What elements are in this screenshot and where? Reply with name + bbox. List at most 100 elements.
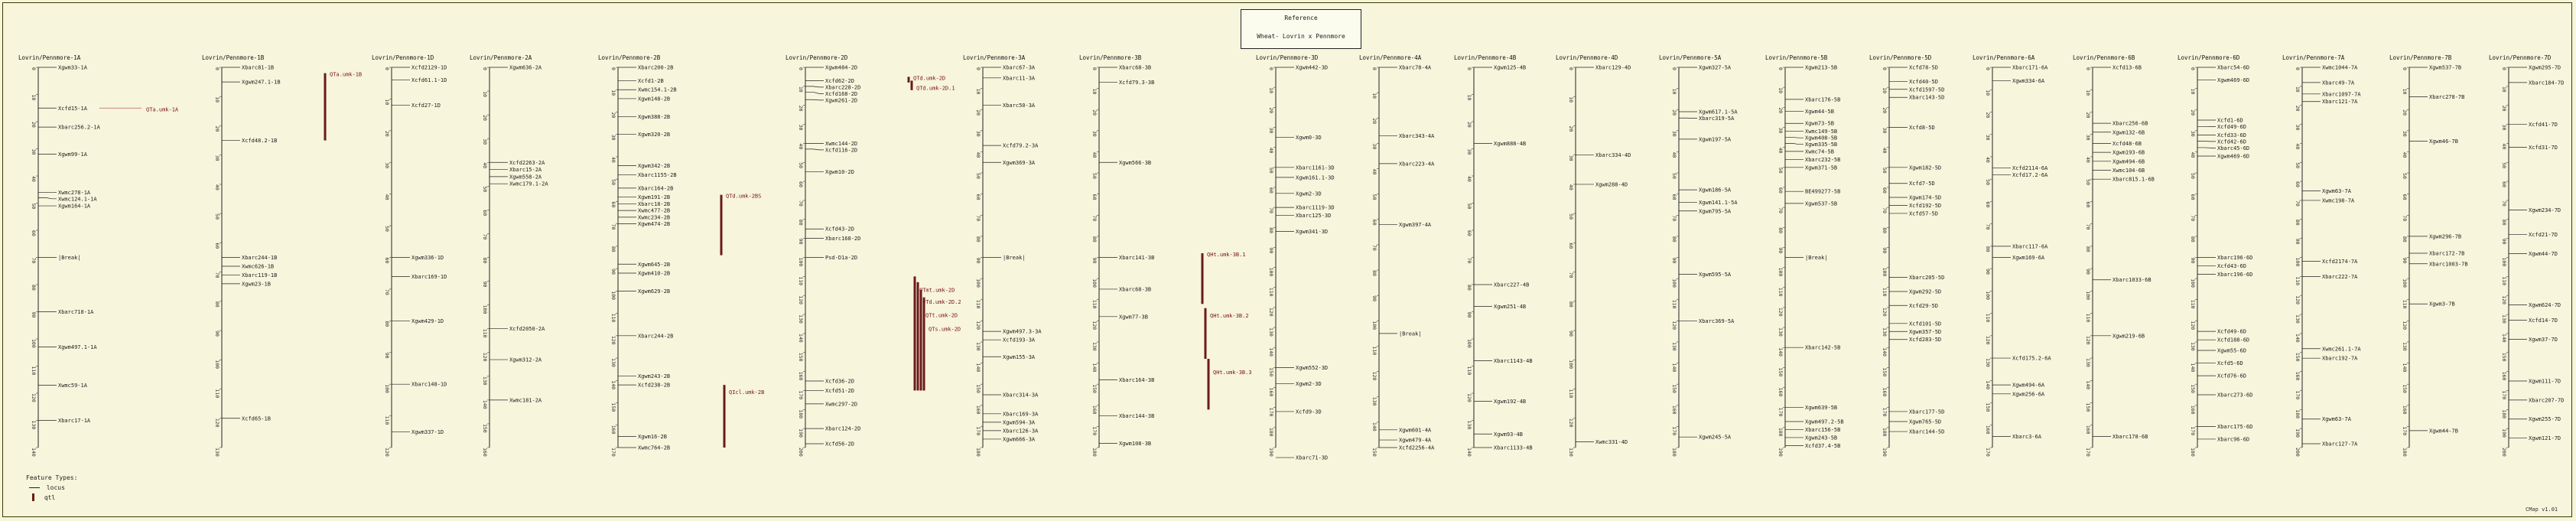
chromosome-title: Lovrin/Pennmore-7B	[2389, 54, 2452, 61]
tick-label: 50	[610, 179, 616, 185]
marker-label: Xgwm397-4A	[1399, 222, 1432, 228]
tick-label: 40	[1091, 151, 1098, 158]
tick-label: 20	[1778, 107, 1784, 113]
tick-label: 100	[1778, 268, 1784, 277]
chromosome-title: Lovrin/Pennmore-1A	[18, 54, 81, 61]
legend-label-locus: locus	[46, 484, 65, 491]
tick-label: 170	[1268, 408, 1274, 417]
marker-label: Xbarc129-4D	[1595, 65, 1631, 71]
marker-label: Xbarc192-7A	[2322, 356, 2358, 362]
tick-label: 0	[1466, 67, 1472, 70]
marker-label: Xcfd31-7D	[2529, 145, 2558, 151]
tick-label: 50	[1268, 168, 1274, 174]
tick-label: 80	[1985, 246, 1991, 252]
tick-label: 60	[975, 194, 981, 200]
marker-label: Xgwm469-6D	[2217, 77, 2249, 83]
marker-label: Xgwm99-1A	[58, 151, 88, 158]
tick-label: 110	[384, 416, 390, 425]
tick-label: 130	[1778, 327, 1784, 337]
marker-label: Xgwm23-1B	[242, 281, 271, 287]
tick-label: 120	[214, 418, 220, 428]
tick-label: 50	[1882, 168, 1888, 174]
tick-label: 140	[1091, 363, 1098, 373]
tick-label: 70	[2190, 215, 2196, 221]
tick-label: 70	[1268, 207, 1274, 213]
marker-label: Xbarc314-3A	[1003, 392, 1039, 398]
qtl-label: QTmt.umk-2D	[919, 287, 955, 293]
marker-label: Xcfd15-1A	[58, 106, 88, 112]
tick-label: 30	[2501, 125, 2507, 131]
marker-label: Xgwm497.2-5B	[1805, 418, 1844, 425]
tick-label: 110	[610, 314, 616, 323]
marker-label: Xgwm73-5B	[1805, 121, 1834, 127]
marker-label: Xbarc142-5B	[1805, 345, 1840, 351]
tick-label: 0	[1568, 67, 1574, 70]
tick-label: 80	[1466, 285, 1472, 291]
marker-label: Xgwm111-7D	[2529, 379, 2561, 385]
tick-label: 70	[1371, 245, 1377, 251]
tick-label: 180	[1882, 428, 1888, 437]
marker-label: Xcfd48-6B	[2113, 141, 2142, 147]
tick-label: 60	[1882, 187, 1888, 194]
tick-label: 100	[2295, 258, 2301, 267]
marker-label: Xgwm44-7D	[2529, 251, 2558, 257]
marker-label: |Break|	[1399, 331, 1422, 337]
tick-label: 70	[2402, 215, 2408, 221]
tick-label: 120	[384, 448, 390, 457]
tick-label: 30	[482, 138, 488, 145]
chromosome-title: Lovrin/Pennmore-2A	[470, 54, 532, 61]
marker-label: Xcfd7-5D	[1909, 181, 1935, 187]
tick-label: 120	[1268, 308, 1274, 317]
marker-label: Xgwm77-3B	[1119, 314, 1148, 320]
marker-label: Xgwm497.3-3A	[1003, 329, 1042, 335]
tick-label: 120	[2501, 295, 2507, 304]
tick-label: 120	[610, 336, 616, 345]
tick-label: 170	[798, 390, 804, 399]
tick-label: 140	[2085, 380, 2091, 389]
marker-label: Xcfd43-2D	[825, 226, 854, 233]
tick-label: 20	[1882, 107, 1888, 113]
marker-label: Xbarc273-6D	[2217, 392, 2252, 398]
tick-label: 60	[214, 243, 220, 249]
marker-label: Xgwm629-2B	[638, 288, 670, 295]
marker-label: Xgwm537-7B	[2429, 65, 2461, 71]
marker-label: Xcfd33-6D	[2217, 132, 2246, 138]
tick-label: 100	[384, 384, 390, 393]
marker-label: Xcfd37.4-5B	[1805, 443, 1840, 449]
marker-label: Xbarc169-3A	[1003, 411, 1039, 417]
tick-label: 150	[1778, 367, 1784, 376]
marker-label: Xgwm357-5D	[1909, 329, 1941, 335]
tick-label: 90	[1882, 247, 1888, 253]
tick-label: 140	[31, 448, 37, 457]
marker-label: |Break|	[58, 255, 81, 261]
tick-label: 20	[2295, 106, 2301, 112]
marker-label: Xbarc1119-3D	[1296, 205, 1335, 211]
marker-label: Xgwm410-2B	[638, 270, 670, 276]
marker-label: Xcfd2263-2A	[509, 160, 545, 166]
marker-label: Xbarc171-6A	[2012, 65, 2048, 71]
tick-label: 180	[1268, 428, 1274, 437]
marker-label: Xwmc181-2A	[509, 397, 542, 403]
marker-label: Xgwm186-5A	[1699, 187, 1732, 194]
marker-label: Xbarc17-1A	[58, 418, 91, 424]
tick-label: 140	[2295, 334, 2301, 343]
tick-label: 10	[1371, 93, 1377, 99]
tick-label: 10	[214, 96, 220, 103]
tick-label: 140	[1671, 363, 1677, 373]
tick-label: 0	[2501, 67, 2507, 70]
marker-tick	[805, 148, 824, 151]
marker-label: Psd-D1a-2D	[825, 255, 857, 261]
tick-label: 0	[482, 67, 488, 70]
marker-label: Xgwm2-3D	[1296, 190, 1322, 197]
tick-label: 110	[1371, 346, 1377, 355]
tick-label: 190	[2295, 428, 2301, 438]
tick-label: 40	[1268, 148, 1274, 154]
tick-label: 80	[1778, 227, 1784, 233]
tick-label: 70	[1568, 272, 1574, 278]
tick-label: 40	[214, 184, 220, 190]
marker-label: Xbarc54-6D	[2217, 65, 2249, 71]
marker-label: Xbarc1033-6B	[2113, 277, 2152, 283]
tick-label: 0	[31, 67, 37, 70]
tick-label: 60	[384, 258, 390, 264]
